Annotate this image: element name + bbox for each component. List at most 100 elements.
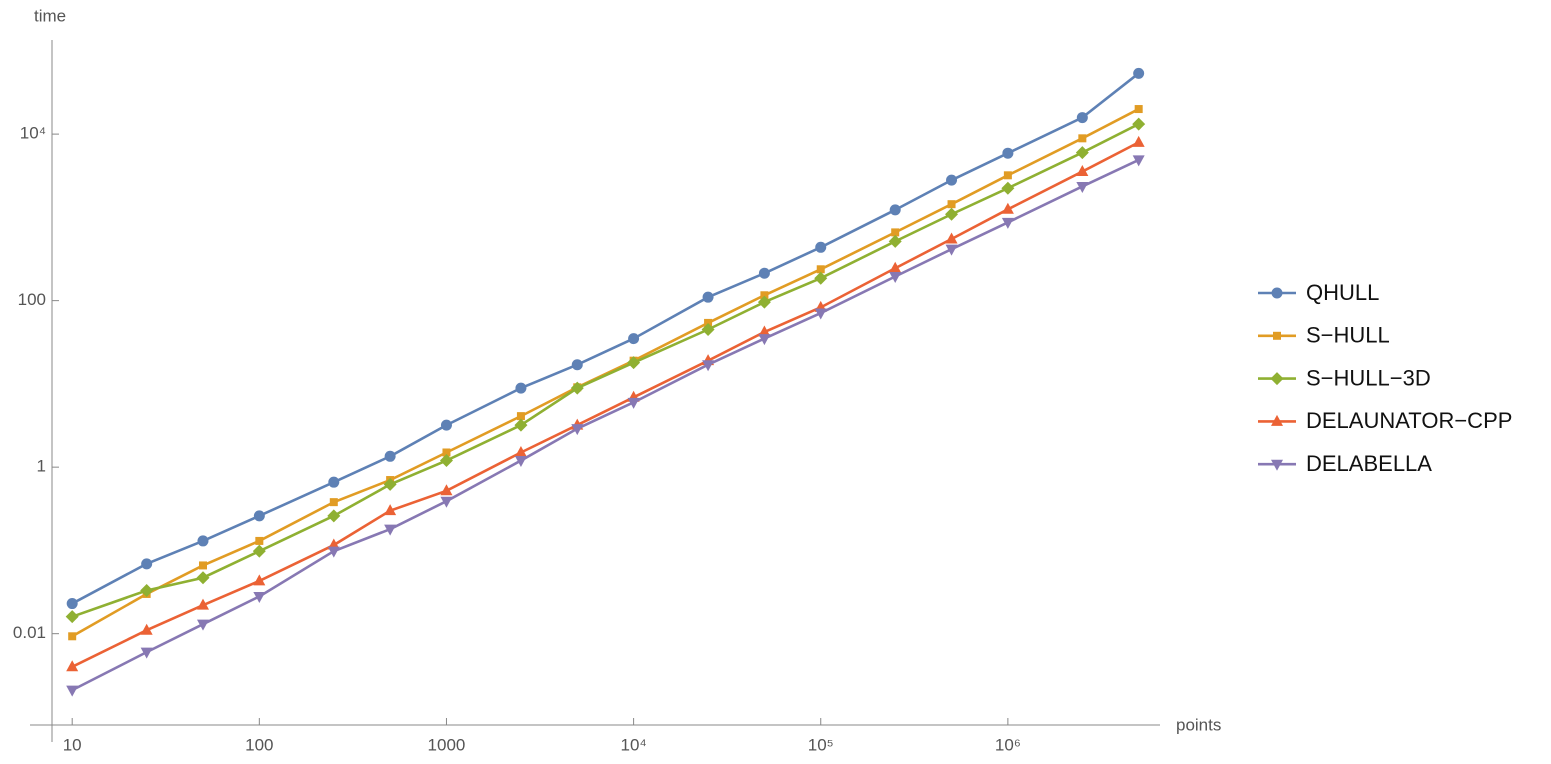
marker bbox=[570, 381, 584, 395]
marker bbox=[701, 323, 715, 337]
marker bbox=[514, 445, 527, 457]
marker bbox=[1132, 117, 1146, 131]
marker bbox=[255, 536, 264, 545]
series bbox=[66, 135, 1145, 672]
x-tick-label: 10⁶ bbox=[995, 735, 1021, 754]
marker bbox=[816, 265, 825, 274]
legend-text: S−HULL bbox=[1306, 323, 1390, 348]
marker bbox=[196, 619, 209, 631]
series bbox=[66, 67, 1145, 610]
marker bbox=[1001, 202, 1014, 214]
marker bbox=[1134, 105, 1143, 114]
marker bbox=[945, 207, 959, 221]
marker bbox=[66, 685, 79, 697]
y-tick-label: 1 bbox=[37, 457, 46, 476]
marker bbox=[253, 574, 266, 586]
marker bbox=[814, 308, 827, 320]
marker bbox=[140, 647, 153, 659]
series-line bbox=[71, 107, 1140, 638]
marker bbox=[889, 261, 902, 273]
marker bbox=[1132, 135, 1145, 147]
marker bbox=[758, 325, 771, 337]
marker bbox=[440, 496, 453, 508]
marker bbox=[442, 448, 451, 457]
marker bbox=[440, 484, 453, 496]
marker bbox=[514, 456, 527, 468]
marker bbox=[327, 546, 340, 558]
marker bbox=[757, 295, 771, 309]
marker bbox=[891, 228, 900, 237]
marker bbox=[141, 558, 153, 570]
legend-marker bbox=[1271, 414, 1283, 426]
marker bbox=[515, 382, 527, 394]
marker bbox=[758, 334, 771, 346]
marker bbox=[1003, 171, 1012, 180]
legend-text: QHULL bbox=[1306, 280, 1379, 305]
marker bbox=[252, 544, 266, 558]
x-axis-label: points bbox=[1176, 715, 1221, 734]
marker bbox=[947, 200, 956, 209]
marker bbox=[815, 241, 827, 253]
marker bbox=[627, 356, 641, 370]
marker bbox=[1078, 134, 1087, 143]
marker bbox=[66, 660, 79, 672]
legend-text: S−HULL−3D bbox=[1306, 365, 1431, 390]
marker bbox=[1076, 181, 1089, 193]
marker bbox=[627, 397, 640, 409]
marker bbox=[758, 267, 770, 279]
marker bbox=[328, 476, 340, 488]
x-tick-label: 10⁵ bbox=[808, 735, 834, 754]
x-tick-label: 100 bbox=[245, 735, 273, 754]
marker bbox=[384, 524, 397, 536]
marker bbox=[514, 418, 528, 432]
legend-marker bbox=[1271, 459, 1283, 471]
legend-text: DELAUNATOR−CPP bbox=[1306, 408, 1512, 433]
marker bbox=[68, 632, 77, 641]
marker bbox=[702, 360, 715, 372]
legend-marker bbox=[1270, 372, 1284, 386]
marker bbox=[628, 333, 640, 345]
series-line bbox=[71, 72, 1140, 605]
marker bbox=[140, 623, 153, 635]
marker bbox=[253, 510, 265, 522]
marker bbox=[889, 271, 902, 283]
series bbox=[65, 117, 1146, 624]
marker bbox=[384, 450, 396, 462]
legend-marker bbox=[1271, 287, 1283, 299]
marker bbox=[945, 232, 958, 244]
marker bbox=[253, 591, 266, 603]
marker bbox=[760, 291, 769, 300]
marker bbox=[1001, 217, 1014, 229]
marker bbox=[945, 244, 958, 256]
y-axis-label: time bbox=[34, 6, 66, 25]
marker bbox=[1132, 155, 1145, 167]
marker bbox=[571, 359, 583, 371]
marker bbox=[196, 598, 209, 610]
marker bbox=[1075, 146, 1089, 160]
marker bbox=[327, 509, 341, 523]
marker bbox=[197, 535, 209, 547]
x-tick-label: 1000 bbox=[428, 735, 466, 754]
x-tick-label: 10⁴ bbox=[620, 735, 646, 754]
marker bbox=[65, 610, 79, 624]
marker bbox=[704, 318, 713, 327]
marker bbox=[198, 561, 207, 570]
marker bbox=[439, 454, 453, 468]
marker bbox=[702, 291, 714, 303]
marker bbox=[384, 504, 397, 516]
series-line bbox=[71, 141, 1140, 668]
marker bbox=[66, 598, 78, 610]
marker bbox=[1076, 112, 1088, 124]
marker bbox=[571, 424, 584, 436]
marker bbox=[888, 234, 902, 248]
marker bbox=[889, 204, 901, 216]
marker bbox=[329, 498, 338, 507]
marker bbox=[946, 174, 958, 186]
legend-text: DELABELLA bbox=[1306, 451, 1432, 476]
marker bbox=[1133, 67, 1145, 79]
y-tick-label: 10⁴ bbox=[20, 124, 46, 143]
marker bbox=[1001, 181, 1015, 195]
series-line bbox=[71, 122, 1140, 618]
